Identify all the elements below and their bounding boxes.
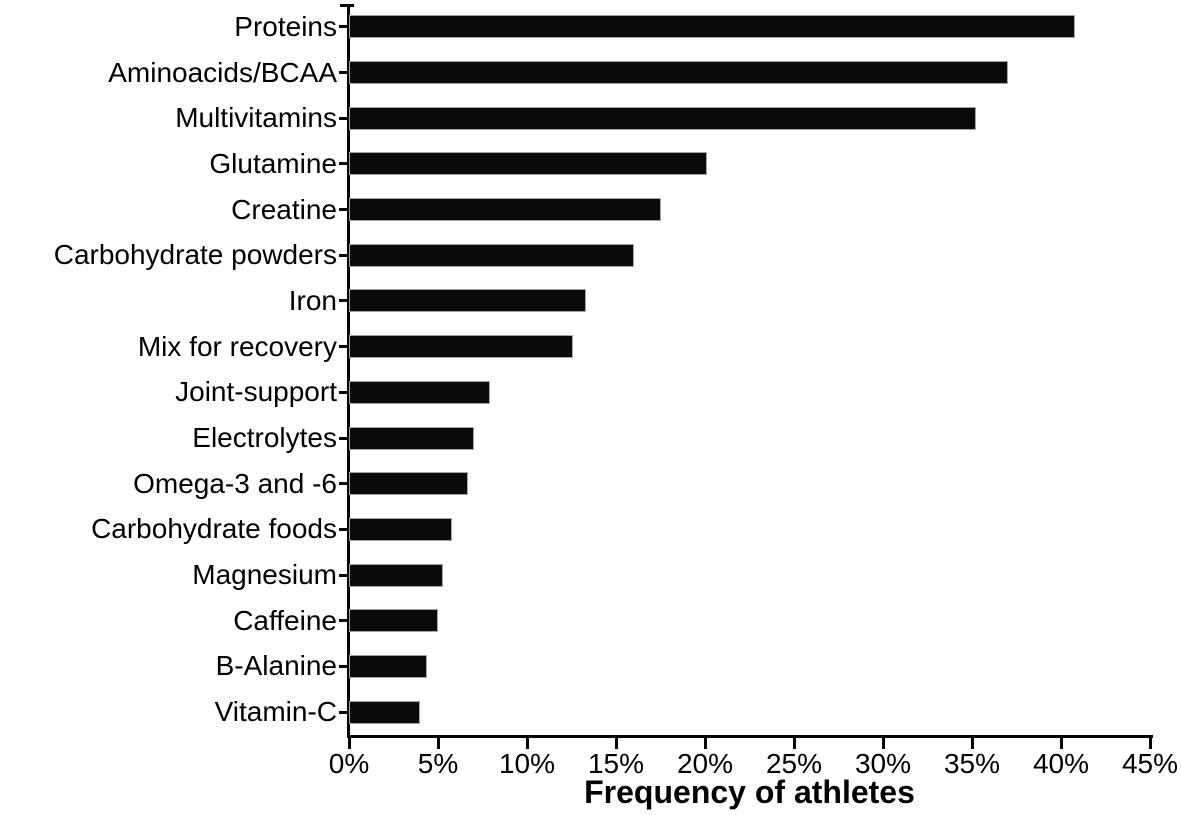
category-tick: [339, 25, 348, 29]
bar-creatine: [349, 198, 661, 222]
category-tick: [339, 482, 348, 486]
category-label: Proteins: [234, 10, 337, 42]
category-label: Electrolytes: [192, 422, 337, 454]
bar-joint-support: [349, 380, 490, 404]
bar-aminoacids-bcaa: [349, 61, 1008, 85]
category-tick: [339, 573, 348, 577]
category-tick: [339, 664, 348, 668]
bar-caffeine: [349, 609, 438, 633]
value-tick: [881, 735, 885, 749]
category-tick: [339, 253, 348, 257]
category-label: Magnesium: [192, 559, 337, 591]
category-tick: [339, 71, 348, 75]
value-tick: [703, 735, 707, 749]
bar-glutamine: [349, 152, 707, 176]
bar-multivitamins: [349, 106, 976, 130]
category-tick: [339, 710, 348, 714]
bar-electrolytes: [349, 426, 474, 450]
value-tick: [1059, 735, 1063, 749]
category-tick: [339, 208, 348, 212]
value-tick-label: 20%: [676, 748, 734, 779]
y-axis-line: [347, 4, 350, 738]
category-label: Carbohydrate foods: [91, 513, 337, 545]
value-tick-label: 40%: [1032, 748, 1090, 779]
category-label: Caffeine: [233, 604, 337, 636]
y-axis-top-tick: [340, 4, 354, 7]
category-label: Creatine: [231, 193, 337, 225]
category-label: Omega-3 and -6: [133, 467, 337, 499]
value-tick-label: 10%: [498, 748, 556, 779]
value-tick-label: 25%: [765, 748, 823, 779]
category-label: B-Alanine: [215, 650, 337, 682]
category-tick: [339, 527, 348, 531]
value-tick-label: 15%: [587, 748, 645, 779]
value-tick-label: 0%: [328, 748, 370, 779]
x-axis-title: Frequency of athletes: [584, 774, 915, 810]
bar-omega-3-and-6: [349, 472, 469, 496]
x-axis-line: [347, 735, 1153, 738]
value-tick: [1148, 735, 1152, 749]
bar-mix-for-recovery: [349, 335, 574, 359]
bar-vitamin-c: [349, 700, 421, 724]
category-label: Iron: [288, 284, 337, 316]
value-tick: [436, 735, 440, 749]
value-tick-label: 35%: [943, 748, 1001, 779]
category-label: Carbohydrate powders: [53, 239, 337, 271]
category-tick: [339, 390, 348, 394]
bar-carbohydrate-foods: [349, 517, 453, 541]
category-tick: [339, 299, 348, 303]
bar-magnesium: [349, 563, 444, 587]
category-tick: [339, 116, 348, 120]
category-label: Joint-support: [175, 376, 337, 408]
category-tick: [339, 619, 348, 623]
value-tick: [614, 735, 618, 749]
value-tick: [525, 735, 529, 749]
value-tick-label: 30%: [854, 748, 912, 779]
bar-b-alanine: [349, 654, 428, 678]
value-tick-label: 5%: [417, 748, 459, 779]
bar-proteins: [349, 15, 1076, 39]
value-tick-label: 45%: [1121, 748, 1179, 779]
category-tick: [339, 345, 348, 349]
category-tick: [339, 162, 348, 166]
category-label: Glutamine: [209, 147, 337, 179]
value-tick: [347, 735, 351, 749]
category-label: Multivitamins: [175, 102, 337, 134]
category-tick: [339, 436, 348, 440]
category-label: Aminoacids/BCAA: [108, 56, 337, 88]
value-tick: [970, 735, 974, 749]
category-label: Mix for recovery: [137, 330, 337, 362]
category-label: Vitamin-C: [214, 696, 337, 728]
bar-carbohydrate-powders: [349, 243, 634, 267]
bar-iron: [349, 289, 586, 313]
value-tick: [792, 735, 796, 749]
